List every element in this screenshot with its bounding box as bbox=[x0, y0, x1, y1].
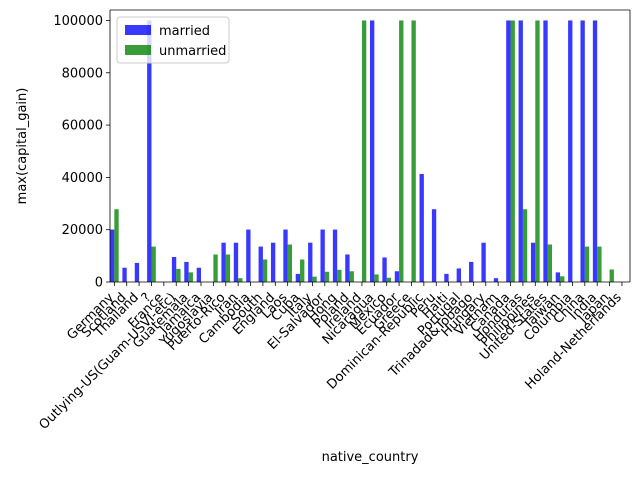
bar-married-10 bbox=[233, 242, 239, 282]
bar-married-26 bbox=[431, 209, 437, 282]
bar-married-9 bbox=[221, 242, 226, 282]
bar-unmarried-6 bbox=[188, 272, 193, 282]
bar-married-1 bbox=[122, 267, 127, 282]
bar-unmarried-3 bbox=[151, 246, 156, 282]
bar-unmarried-12 bbox=[262, 259, 268, 282]
bar-unmarried-5 bbox=[176, 268, 181, 282]
y-tick-label: 0 bbox=[95, 276, 103, 291]
bar-married-17 bbox=[320, 229, 325, 282]
bar-unmarried-24 bbox=[411, 20, 416, 283]
bar-married-21 bbox=[370, 20, 375, 283]
bar-married-2 bbox=[134, 262, 140, 282]
bar-unmarried-8 bbox=[213, 254, 218, 282]
bar-married-27 bbox=[444, 273, 449, 282]
bar-married-34 bbox=[530, 242, 536, 282]
x-axis-label: native_country bbox=[322, 450, 419, 465]
x-ticks: GermanyScotlandThailand?FranceOutlying-U… bbox=[36, 282, 625, 433]
bar-unmarried-23 bbox=[399, 20, 404, 283]
y-tick-label: 60000 bbox=[62, 119, 103, 134]
bar-unmarried-22 bbox=[386, 277, 392, 282]
bar-married-16 bbox=[308, 242, 313, 282]
y-tick-label: 40000 bbox=[62, 171, 103, 186]
y-tick-label: 100000 bbox=[53, 14, 103, 29]
bar-married-38 bbox=[580, 20, 585, 283]
bar-unmarried-21 bbox=[374, 274, 379, 282]
bar-unmarried-36 bbox=[560, 276, 565, 282]
bar-unmarried-32 bbox=[510, 20, 515, 283]
bar-married-30 bbox=[481, 242, 486, 282]
bar-married-5 bbox=[171, 256, 177, 282]
bar-unmarried-9 bbox=[225, 254, 231, 282]
bar-married-39 bbox=[592, 20, 598, 283]
bar-married-15 bbox=[295, 273, 301, 282]
bar-married-0 bbox=[110, 229, 115, 282]
bar-unmarried-18 bbox=[337, 269, 342, 282]
bar-unmarried-0 bbox=[114, 209, 119, 282]
bar-unmarried-14 bbox=[287, 244, 292, 282]
bar-married-25 bbox=[419, 173, 424, 282]
legend-label-unmarried: unmarried bbox=[159, 44, 226, 59]
bar-married-18 bbox=[332, 229, 338, 282]
bar-unmarried-17 bbox=[324, 271, 330, 282]
bar-unmarried-20 bbox=[361, 20, 367, 283]
bar-unmarried-10 bbox=[238, 278, 243, 282]
legend-label-married: married bbox=[159, 24, 210, 39]
bar-married-7 bbox=[196, 267, 201, 282]
bar-unmarried-34 bbox=[535, 20, 540, 283]
bar-married-32 bbox=[506, 20, 511, 283]
bars-layer bbox=[110, 20, 614, 283]
bar-married-3 bbox=[147, 20, 152, 283]
bar-married-36 bbox=[555, 272, 561, 282]
bar-married-14 bbox=[283, 229, 288, 282]
bar-married-19 bbox=[345, 254, 350, 282]
axes-layer bbox=[109, 9, 631, 283]
bar-married-12 bbox=[258, 246, 263, 282]
bar-unmarried-40 bbox=[609, 269, 614, 282]
bar-married-23 bbox=[394, 271, 400, 282]
legend-swatch-married bbox=[125, 25, 151, 35]
bar-married-11 bbox=[246, 229, 251, 282]
bar-married-33 bbox=[518, 20, 523, 283]
bar-married-29 bbox=[469, 261, 474, 282]
bar-unmarried-33 bbox=[522, 209, 528, 282]
bar-unmarried-19 bbox=[349, 271, 354, 282]
legend: married unmarried bbox=[116, 16, 230, 64]
bar-married-13 bbox=[270, 242, 276, 282]
y-tick-label: 80000 bbox=[62, 66, 103, 81]
bar-unmarried-39 bbox=[597, 246, 602, 282]
bar-unmarried-38 bbox=[584, 246, 590, 282]
bar-unmarried-16 bbox=[312, 276, 317, 282]
bar-unmarried-15 bbox=[300, 259, 305, 282]
y-axis-label: max(capital_gain) bbox=[15, 88, 30, 205]
bar-married-22 bbox=[382, 257, 387, 282]
y-tick-label: 20000 bbox=[62, 223, 103, 238]
bar-married-6 bbox=[184, 261, 189, 282]
bar-unmarried-35 bbox=[547, 244, 552, 282]
bar-married-37 bbox=[568, 20, 573, 283]
bar-married-35 bbox=[543, 20, 548, 283]
bar-married-31 bbox=[493, 278, 499, 282]
bar-married-28 bbox=[456, 268, 461, 282]
y-ticks: 0 20000 40000 60000 80000 100000 bbox=[53, 14, 110, 291]
legend-swatch-unmarried bbox=[125, 45, 151, 55]
